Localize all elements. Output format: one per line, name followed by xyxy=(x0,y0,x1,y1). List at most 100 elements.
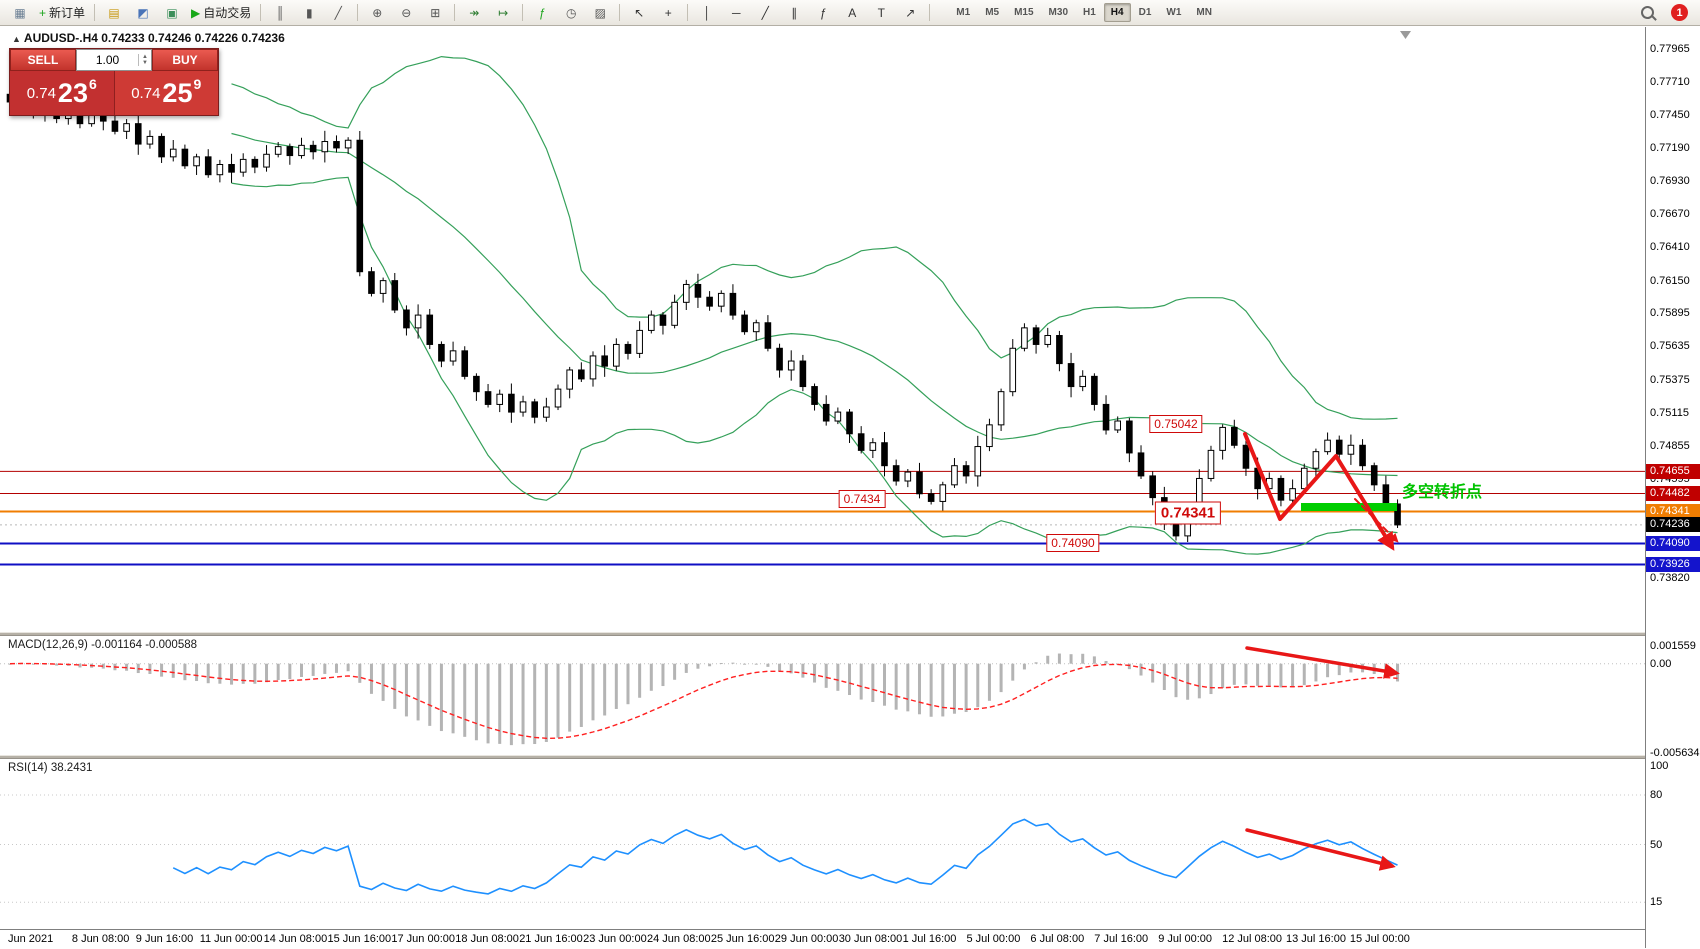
date-tick-label: 18 Jun 08:00 xyxy=(455,933,519,945)
zoom-out-icon[interactable]: ⊖ xyxy=(392,2,420,24)
candlestick-chart-icon[interactable]: ▮ xyxy=(295,2,323,24)
candle xyxy=(729,292,737,316)
cursor-icon[interactable]: ↖ xyxy=(625,2,653,24)
spinner-up-icon[interactable]: ▲ xyxy=(142,54,148,60)
templates-icon[interactable]: ▨ xyxy=(586,2,614,24)
volume-spinner[interactable]: ▲ ▼ xyxy=(138,54,151,66)
candle xyxy=(939,484,947,502)
rsi-panel-splitter[interactable] xyxy=(0,755,1700,759)
vertical-line-icon: │ xyxy=(703,5,712,20)
macd-panel-splitter[interactable] xyxy=(0,632,1700,636)
vertical-line-icon[interactable]: │ xyxy=(693,2,721,24)
time-axis[interactable]: Jun 2021 8 Jun 08:00 9 Jun 16:00 11 Jun 00:… xyxy=(0,929,1700,949)
candle xyxy=(391,280,399,311)
candle xyxy=(298,144,305,157)
horizontal-line-icon[interactable]: ─ xyxy=(722,2,750,24)
line-chart-icon: ╱ xyxy=(334,5,342,20)
candle xyxy=(1067,363,1075,388)
tile-windows-icon: ⊞ xyxy=(430,5,441,20)
line-chart-icon[interactable]: ╱ xyxy=(324,2,352,24)
navigator-icon[interactable]: ◩ xyxy=(129,2,157,24)
macd-tick-label: -0.005634 xyxy=(1650,747,1700,759)
volume-field[interactable]: ▲▼ xyxy=(76,49,152,71)
candle xyxy=(869,442,877,451)
timeframe-button-H1[interactable]: H1 xyxy=(1083,7,1096,18)
chart-canvas[interactable] xyxy=(0,26,1645,929)
candle xyxy=(671,301,678,326)
trend-zigzag-arrow[interactable] xyxy=(1243,432,1395,551)
templates-icon: ▨ xyxy=(594,5,606,20)
zoom-in-icon[interactable]: ⊕ xyxy=(363,2,391,24)
candle xyxy=(834,411,842,422)
candle xyxy=(589,355,597,380)
equidistant-channel-icon[interactable]: ∥ xyxy=(780,2,808,24)
auto-trading-button[interactable]: ▶ 自动交易 xyxy=(187,2,255,24)
toolbar-separator xyxy=(357,4,359,21)
candle xyxy=(216,163,224,176)
tile-windows-icon[interactable]: ⊞ xyxy=(421,2,449,24)
bid-price[interactable]: 0.74 23 6 xyxy=(10,71,114,115)
candle xyxy=(461,350,469,377)
macd-trend-arrow[interactable] xyxy=(1245,646,1400,679)
spinner-down-icon[interactable]: ▼ xyxy=(142,60,148,66)
price-tick-label: 0.76670 xyxy=(1650,208,1690,221)
price-axis[interactable]: 0.77965 0.77710 0.77450 0.77190 0.76930 0.766… xyxy=(1645,27,1700,948)
arrows-tool-icon[interactable]: ↗ xyxy=(896,2,924,24)
auto-scroll-icon[interactable]: ↠ xyxy=(460,2,488,24)
search-icon[interactable] xyxy=(1633,2,1661,24)
candle xyxy=(181,148,189,167)
toolbar-separator xyxy=(619,4,621,21)
candle xyxy=(787,360,795,371)
text-icon[interactable]: A xyxy=(838,2,866,24)
price-annotation-label[interactable]: 0.74341 xyxy=(1154,501,1222,525)
timeframe-button-D1[interactable]: D1 xyxy=(1138,7,1152,18)
projection-dashed-arrow[interactable] xyxy=(1354,498,1399,543)
sell-button[interactable]: SELL xyxy=(10,49,76,71)
price-line-badge: 0.74482 xyxy=(1646,486,1700,501)
indicators-icon[interactable]: ƒ xyxy=(528,2,556,24)
candle xyxy=(519,401,527,413)
timeframe-button-MN[interactable]: MN xyxy=(1196,7,1212,18)
notification-badge[interactable]: 1 xyxy=(1671,4,1688,21)
candle xyxy=(1324,439,1331,453)
support-zone-highlight[interactable] xyxy=(1301,503,1397,511)
candle xyxy=(344,139,352,149)
bar-chart-icon[interactable]: ║ xyxy=(266,2,294,24)
candle xyxy=(997,391,1005,426)
terminal-icon[interactable]: ▣ xyxy=(158,2,186,24)
timeframe-button-M30[interactable]: M30 xyxy=(1048,7,1068,18)
price-line-badge: 0.74236 xyxy=(1646,517,1700,533)
trend-note-text[interactable]: 多空转折点 xyxy=(1402,484,1483,501)
toolbar-separator xyxy=(522,4,524,21)
candle xyxy=(694,283,702,298)
candle xyxy=(146,135,154,145)
toolbar-separator xyxy=(260,4,262,21)
rsi-trend-arrow[interactable] xyxy=(1245,828,1396,871)
price-annotation-label[interactable]: 0.74090 xyxy=(1046,534,1100,552)
chart-shift-icon[interactable]: ↦ xyxy=(489,2,517,24)
price-annotation-label[interactable]: 0.75042 xyxy=(1149,415,1203,433)
price-annotation-label[interactable]: 0.7434 xyxy=(838,490,886,508)
timeframe-button-M5[interactable]: M5 xyxy=(985,7,1000,18)
periods-icon[interactable]: ◷ xyxy=(557,2,585,24)
candle xyxy=(1044,335,1052,345)
volume-input[interactable] xyxy=(77,53,138,67)
text-label-icon[interactable]: T xyxy=(867,2,895,24)
timeframe-button-M15[interactable]: M15 xyxy=(1014,7,1034,18)
crosshair-icon[interactable]: + xyxy=(654,2,682,24)
candle xyxy=(741,314,748,333)
timeframe-button-M1[interactable]: M1 xyxy=(956,7,971,18)
timeframe-button-H4[interactable]: H4 xyxy=(1103,3,1131,22)
ask-price[interactable]: 0.74 25 9 xyxy=(113,71,218,115)
trendline-icon[interactable]: ╱ xyxy=(751,2,779,24)
timeframe-button-W1[interactable]: W1 xyxy=(1166,7,1182,18)
price-tick-label: 0.74855 xyxy=(1650,439,1690,452)
candle xyxy=(1312,451,1320,469)
market-watch-icon[interactable]: ▤ xyxy=(100,2,128,24)
new-order-button[interactable]: + 新订单 xyxy=(35,2,89,24)
candle xyxy=(578,369,585,380)
fibonacci-icon[interactable]: ƒ xyxy=(809,2,837,24)
candle xyxy=(1219,426,1226,451)
new-chart-icon[interactable]: ▦ xyxy=(6,2,34,24)
buy-button[interactable]: BUY xyxy=(152,49,218,71)
